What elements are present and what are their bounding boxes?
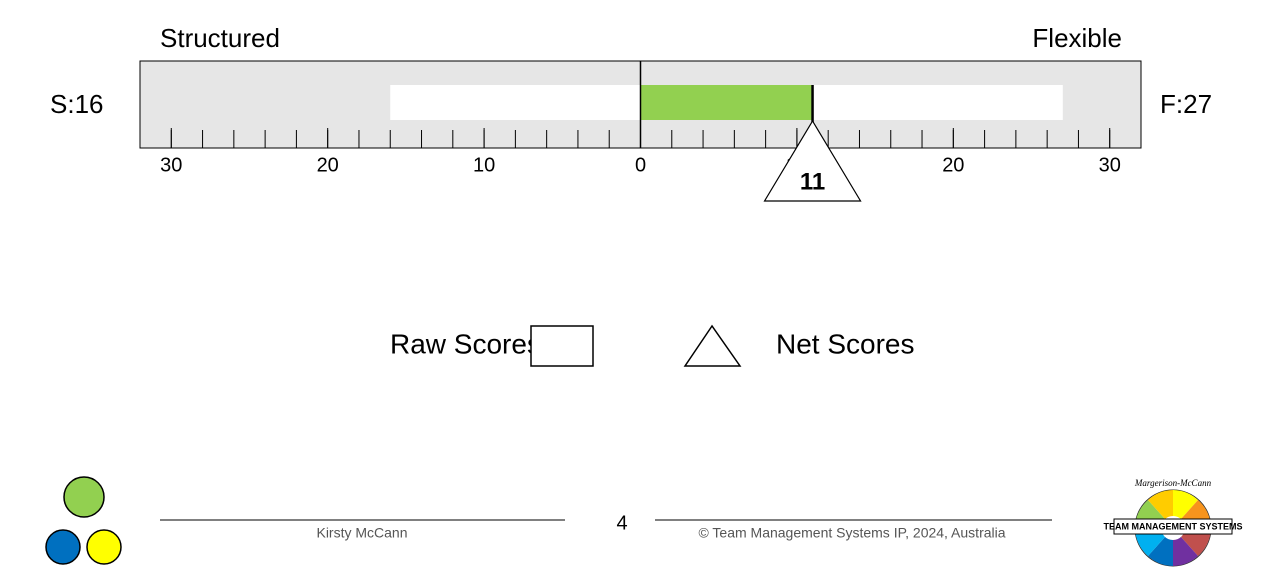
left-logo: [45, 476, 122, 565]
x-tick-label: 30: [1099, 154, 1121, 176]
right-logo: TEAM MANAGEMENT SYSTEMS Margerison-McCan…: [1103, 478, 1243, 567]
x-tick-label: 20: [942, 154, 964, 176]
net-bar: [640, 85, 813, 120]
x-tick-label: 10: [473, 154, 495, 176]
legend-raw-label: Raw Scores: [390, 328, 541, 359]
left-score: S:16: [50, 89, 104, 119]
net-marker: [763, 119, 862, 202]
page-number: 4: [616, 512, 627, 534]
raw-bar: [390, 85, 641, 120]
x-tick-label: 0: [635, 154, 646, 176]
left-title: Structured: [160, 23, 280, 53]
legend-raw-swatch: [530, 325, 594, 367]
logo-banner: TEAM MANAGEMENT SYSTEMS: [1103, 521, 1242, 531]
x-tick-label: 20: [317, 154, 339, 176]
right-score: F:27: [1160, 89, 1212, 119]
legend-net-label: Net Scores: [776, 328, 915, 359]
footer-author: Kirsty McCann: [316, 525, 407, 541]
right-title: Flexible: [1032, 23, 1122, 53]
net-label: 11: [800, 168, 825, 195]
legend-net-swatch: [683, 324, 742, 367]
logo-arc: Margerison-McCann: [1134, 478, 1212, 488]
x-tick-label: 30: [160, 154, 182, 176]
footer-copyright: © Team Management Systems IP, 2024, Aust…: [698, 525, 1005, 541]
